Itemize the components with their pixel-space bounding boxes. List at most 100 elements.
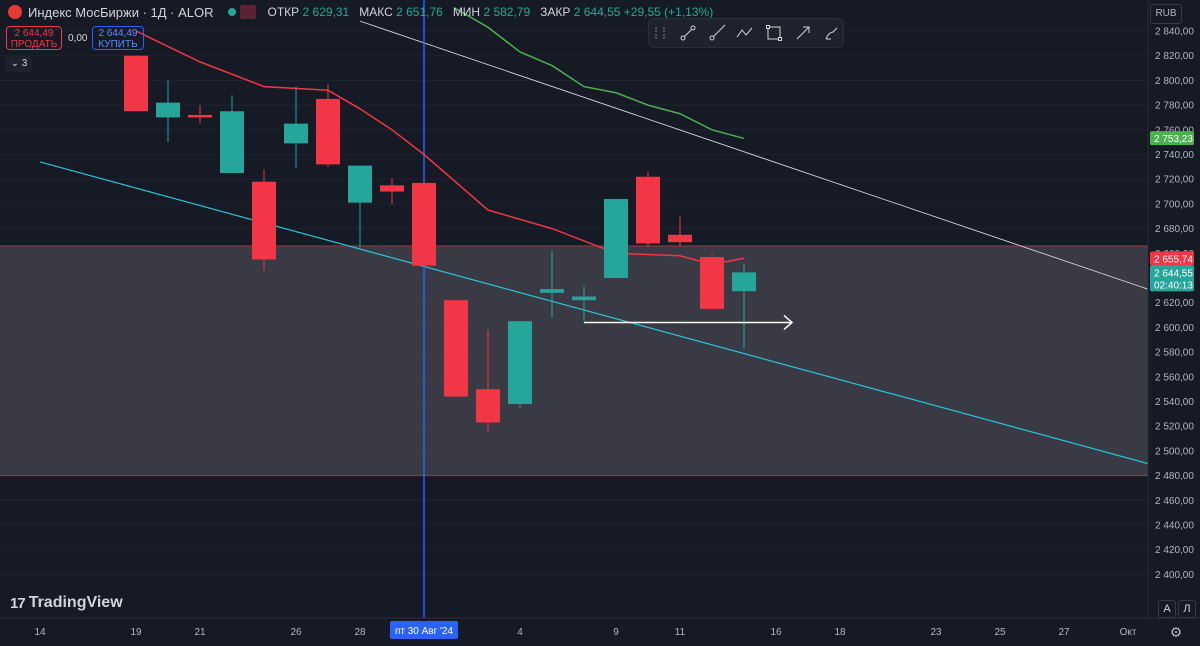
y-tick-label: 2 780,00 — [1155, 101, 1194, 112]
y-tick-label: 2 600,00 — [1155, 323, 1194, 334]
candle-body — [636, 176, 660, 244]
y-tick-label: 2 480,00 — [1155, 471, 1194, 482]
moex-flag-icon — [8, 5, 22, 19]
ohlc-value: 2 644,55 +29,55 (+1,13%) — [573, 5, 714, 19]
candle-body — [540, 289, 564, 293]
sell-button[interactable]: 2 644,49 ПРОДАТЬ — [6, 26, 62, 50]
sell-label: ПРОДАТЬ — [10, 39, 58, 50]
ohlc-value: 2 582,79 — [483, 5, 531, 19]
ohlc-key: МАКС — [359, 5, 397, 19]
chart-header: Индекс МосБиржи · 1Д · ALOR ОТКР 2 629,3… — [0, 0, 713, 24]
x-tick-label: 4 — [517, 627, 523, 638]
x-tick-label: 16 — [770, 627, 782, 638]
market-open-dot-icon — [227, 8, 236, 16]
candle-body — [444, 300, 468, 397]
y-tick-label: 2 720,00 — [1155, 175, 1194, 186]
x-tick-label: 21 — [194, 627, 206, 638]
arrow-head — [783, 314, 794, 331]
tradingview-logo[interactable]: 17 TradingView — [10, 594, 123, 612]
price-label-bg — [1150, 131, 1194, 146]
spread-value: 0,00 — [68, 33, 88, 44]
drawing-toolbar — [648, 18, 844, 48]
ohlc-key: МИН — [452, 5, 484, 19]
trend-line-icon[interactable] — [677, 22, 700, 44]
candle-body — [380, 185, 404, 192]
price-label: 2 753,23 — [1154, 134, 1193, 145]
currency-selector[interactable]: RUB — [1150, 4, 1182, 24]
x-tick-label: 28 — [354, 627, 366, 638]
y-tick-label: 2 400,00 — [1155, 570, 1194, 581]
candle-body — [604, 198, 628, 278]
x-tick-label: 26 — [290, 627, 302, 638]
candle-body — [668, 234, 692, 243]
indicators-toggle[interactable]: ⌄ 3 — [6, 56, 32, 72]
candle-body — [284, 123, 308, 144]
x-tick-label: 11 — [675, 627, 686, 638]
white-trend-line — [359, 20, 1200, 308]
symbol-title[interactable]: Индекс МосБиржи · 1Д · ALOR — [28, 4, 214, 20]
y-tick-label: 2 760,00 — [1155, 125, 1194, 136]
price-label-bg — [1150, 265, 1194, 292]
x-tick-label: 14 — [34, 627, 46, 638]
y-tick-label: 2 700,00 — [1155, 199, 1194, 210]
y-tick-label: 2 460,00 — [1155, 496, 1194, 507]
crosshair-date-bg — [390, 621, 458, 639]
time-axis — [0, 618, 1148, 646]
y-tick-label: 2 740,00 — [1155, 150, 1194, 161]
y-tick-label: 2 540,00 — [1155, 397, 1194, 408]
candle-body — [572, 296, 596, 301]
arrow-tool-icon[interactable] — [792, 22, 815, 44]
y-tick-label: 2 500,00 — [1155, 446, 1194, 457]
candle-body — [476, 389, 500, 423]
candle-body — [124, 55, 148, 112]
candle-body — [156, 102, 180, 118]
y-tick-label: 2 560,00 — [1155, 372, 1194, 383]
y-tick-label: 2 620,00 — [1155, 298, 1194, 309]
y-tick-label: 2 580,00 — [1155, 348, 1194, 359]
x-tick-label: 9 — [613, 627, 619, 638]
buy-button[interactable]: 2 644,49 КУПИТЬ — [92, 26, 144, 50]
price-label: 2 644,55 — [1154, 268, 1193, 279]
gear-icon[interactable]: ⚙ — [1169, 624, 1183, 640]
indicators-count: 3 — [21, 58, 28, 69]
ohlc-values: ОТКР 2 629,31 МАКС 2 651,76 МИН 2 582,79 ЗА… — [268, 5, 714, 19]
candle-body — [508, 321, 532, 404]
wave-icon — [239, 5, 256, 19]
candle-body — [348, 165, 372, 203]
y-tick-label: 2 420,00 — [1155, 545, 1194, 556]
sell-price: 2 644,49 — [14, 28, 54, 39]
ohlc-item: ОТКР 2 629,31 — [268, 5, 350, 19]
ohlc-key: ОТКР — [267, 5, 303, 19]
ohlc-value: 2 629,31 — [302, 5, 350, 19]
y-tick-label: 2 680,00 — [1155, 224, 1194, 235]
candle-body — [316, 98, 340, 165]
candle-body — [252, 181, 276, 260]
rectangle-icon[interactable] — [763, 22, 786, 44]
countdown-label: 02:40:13 — [1154, 280, 1193, 291]
crosshair-date-label: пт 30 Авг '24 — [395, 626, 454, 637]
polyline-icon[interactable] — [734, 22, 757, 44]
y-tick-label: 2 800,00 — [1155, 76, 1194, 87]
brush-icon[interactable] — [820, 22, 843, 44]
candle-body — [732, 272, 756, 292]
drag-handle-icon[interactable] — [655, 27, 665, 39]
candle-body — [700, 257, 724, 309]
candle-body — [220, 111, 244, 174]
auto-scale-button[interactable]: A — [1158, 600, 1176, 618]
x-tick-label: 23 — [930, 627, 942, 638]
ray-icon[interactable] — [705, 22, 728, 44]
buy-label: КУПИТЬ — [98, 39, 138, 50]
range-zone — [0, 245, 1148, 476]
y-tick-label: 2 520,00 — [1155, 422, 1194, 433]
ohlc-item: МАКС 2 651,76 — [359, 5, 443, 19]
buy-price: 2 644,49 — [98, 28, 138, 39]
x-tick-label: 27 — [1058, 627, 1070, 638]
x-tick-label: 19 — [130, 627, 142, 638]
x-tick-label: 25 — [994, 627, 1006, 638]
ohlc-item: МИН 2 582,79 — [453, 5, 530, 19]
tradingview-logo-icon: 17 — [10, 594, 26, 612]
price-label: 2 655,74 — [1154, 255, 1193, 266]
log-scale-button[interactable]: Л — [1178, 600, 1196, 618]
logo-text: TradingView — [28, 594, 123, 611]
